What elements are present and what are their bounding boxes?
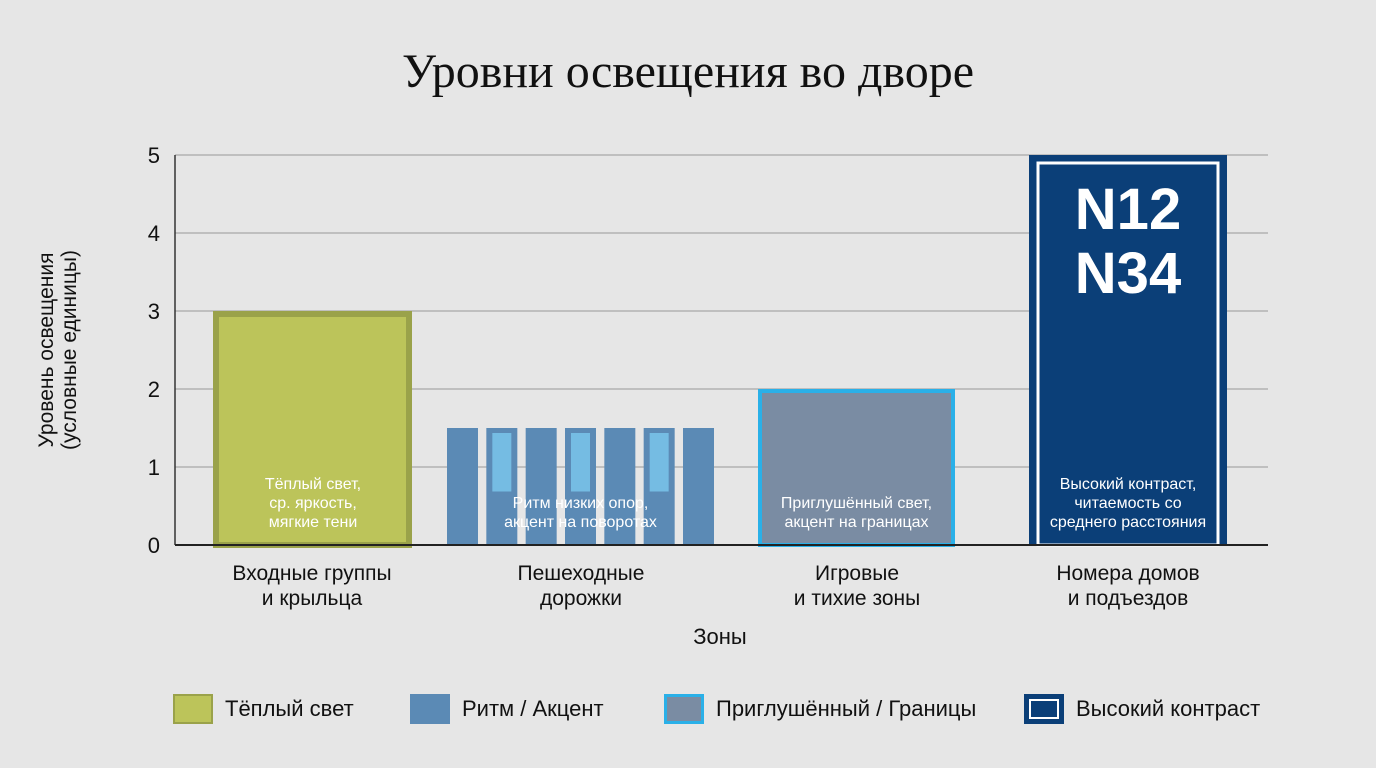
bar-highlight [571, 433, 590, 492]
bar-highlight [649, 433, 669, 492]
bar-annotation: Ритм низких опор, акцент на поворотах [504, 495, 657, 531]
bar [758, 389, 955, 547]
category-label: Пешеходные дорожки [517, 562, 645, 610]
x-axis-label: Зоны [693, 624, 747, 649]
category-label: Входные группы и крыльца [232, 562, 392, 610]
category-label: Игровые и тихие зоны [793, 562, 921, 610]
bar-annotation: Тёплый свет, ср. яркость, мягкие тени [264, 476, 362, 531]
y-tick-label: 2 [148, 377, 160, 402]
bar [213, 311, 412, 548]
bar-stripe [604, 428, 636, 545]
bar-highlight [492, 433, 512, 492]
house-number-sign: N12 N34 [1074, 177, 1182, 306]
bar-stripe [525, 428, 557, 545]
y-tick-label: 3 [148, 299, 160, 324]
y-tick-label: 0 [148, 533, 160, 558]
legend-swatch [410, 694, 450, 724]
y-tick-label: 1 [148, 455, 160, 480]
legend-swatch [1024, 694, 1064, 724]
bar-annotation: Высокий контраст, читаемость со среднего р… [1049, 476, 1207, 531]
bar-annotation: Приглушённый свет, акцент на границах [780, 495, 933, 531]
y-axis-label-line1: Уровень освещения [35, 252, 58, 448]
legend-item-muted: Приглушённый / Границы [664, 694, 976, 724]
y-tick-label: 5 [148, 143, 160, 168]
legend-item-contrast: Высокий контраст [1024, 694, 1260, 724]
bar-stripe [683, 428, 714, 545]
bar [1029, 155, 1227, 545]
legend-item-warm: Тёплый свет [173, 694, 354, 724]
legend-swatch [173, 694, 213, 724]
y-tick-label: 4 [148, 221, 160, 246]
category-label: Номера домов и подъездов [1056, 562, 1200, 610]
legend-item-rhythm: Ритм / Акцент [410, 694, 604, 724]
legend-swatch [664, 694, 704, 724]
bar-stripe [447, 428, 478, 545]
y-axis-label-line2: (условные единицы) [58, 250, 81, 450]
chart-title: Уровни освещения во дворе [401, 45, 975, 98]
